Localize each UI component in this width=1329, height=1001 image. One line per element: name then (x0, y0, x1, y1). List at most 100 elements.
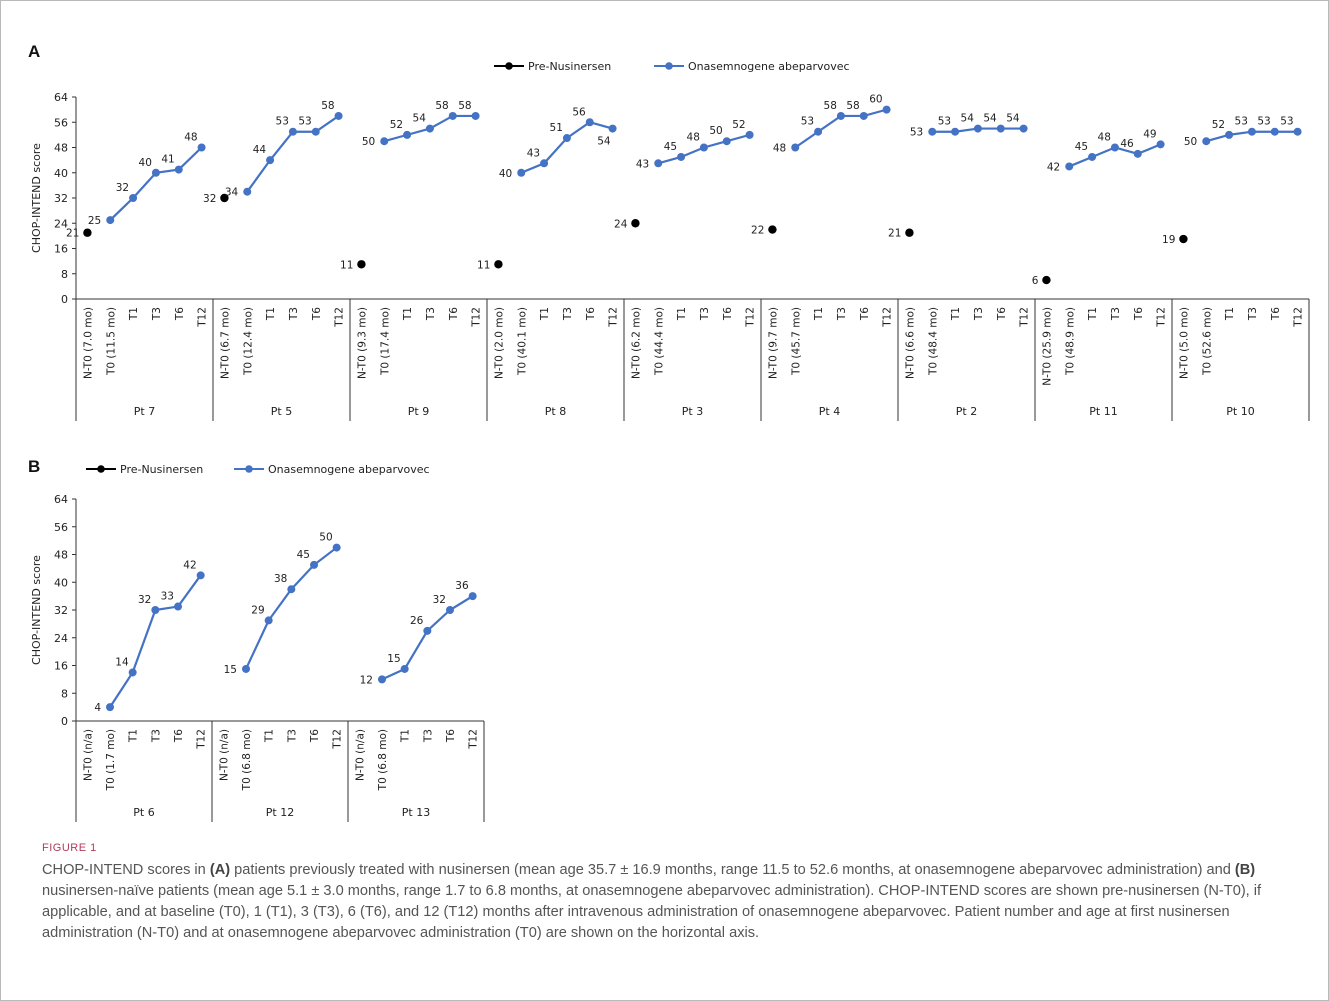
x-tick-label: T6 (448, 307, 460, 321)
y-tick-label: 8 (61, 268, 68, 281)
onasemnogene-point (1225, 130, 1234, 139)
x-tick-label: T12 (1019, 307, 1031, 328)
onasemnogene-point (129, 194, 138, 202)
x-tick-label: T6 (722, 307, 734, 321)
x-tick-label: N-T0 (6.7 mo) (219, 307, 231, 379)
y-tick-label: 8 (61, 687, 68, 700)
onasemnogene-point (332, 543, 341, 552)
onasemnogene-point (745, 130, 754, 139)
y-axis-title: CHOP-INTEND score (30, 555, 43, 665)
onasemnogene-point (517, 168, 526, 177)
figure-label: FIGURE 1 (42, 842, 97, 854)
group-label: Pt 5 (271, 405, 292, 418)
data-label: 52 (1212, 119, 1225, 131)
x-tick-label: T3 (150, 729, 162, 743)
data-label: 50 (319, 532, 332, 544)
onasemnogene-point (654, 159, 663, 168)
data-label: 32 (138, 594, 151, 606)
data-label: 50 (709, 125, 722, 137)
onasemnogene-point (1019, 124, 1028, 133)
onasemnogene-point (1293, 127, 1302, 136)
chart-panel-a: A Pre-Nusinersen Onasemnogene abeparvovec 0… (28, 42, 1310, 421)
y-tick-label: 32 (54, 192, 68, 205)
onasemnogene-point (151, 168, 160, 177)
data-label: 53 (298, 116, 311, 128)
onasemnogene-point (266, 156, 275, 165)
legend-marker-pre (505, 62, 513, 70)
x-tick-label: T6 (173, 729, 185, 743)
x-tick-label: T12 (1156, 307, 1168, 328)
figure-caption: FIGURE 1 CHOP-INTEND scores in (A) patie… (42, 842, 1302, 944)
legend-label-post: Onasemnogene abeparvovec (688, 60, 850, 73)
group-label: Pt 6 (133, 806, 154, 819)
onasemnogene-point (468, 592, 477, 601)
onasemnogene-point (287, 585, 296, 594)
x-tick-label: T6 (996, 307, 1008, 321)
pre-nusinersen-point (357, 260, 366, 269)
y-tick-label: 48 (54, 549, 68, 562)
x-tick-label: T1 (539, 307, 551, 321)
onasemnogene-point (677, 152, 686, 161)
x-tick-label: T0 (6.8 mo) (377, 729, 389, 791)
data-label: 50 (1184, 136, 1197, 148)
x-tick-label: T3 (1110, 307, 1122, 321)
caption-text-segment: nusinersen-naïve patients (mean age 5.1 … (42, 883, 1262, 941)
x-tick-label: T3 (288, 307, 300, 321)
data-label: 54 (983, 113, 997, 125)
x-tick-label: N-T0 (n/a) (218, 729, 230, 781)
x-tick-label: T1 (265, 307, 277, 321)
y-tick-label: 64 (54, 91, 68, 104)
group-label: Pt 4 (819, 405, 840, 418)
y-tick-label: 64 (54, 493, 68, 506)
data-label: 15 (224, 664, 237, 676)
data-label: 48 (184, 132, 197, 144)
data-label: 50 (362, 136, 375, 148)
data-label: 32 (203, 193, 216, 205)
data-label: 19 (1162, 234, 1175, 246)
onasemnogene-point (288, 127, 297, 136)
onasemnogene-point (1202, 137, 1211, 146)
x-tick-label: T12 (468, 729, 480, 750)
data-label: 53 (1280, 116, 1293, 128)
x-tick-label: N-T0 (9.3 mo) (356, 307, 368, 379)
onasemnogene-point (791, 143, 800, 152)
data-label: 48 (1098, 132, 1111, 144)
pre-nusinersen-point (1042, 275, 1051, 285)
legend-marker-post (665, 62, 673, 70)
x-tick-label: T1 (128, 729, 140, 743)
data-label: 49 (1143, 128, 1156, 140)
data-label: 33 (161, 591, 174, 603)
data-label: 60 (869, 94, 882, 106)
x-tick-label: T3 (151, 307, 163, 321)
x-tick-label: T6 (174, 307, 186, 321)
x-tick-label: T6 (309, 729, 321, 743)
data-label: 54 (597, 136, 611, 148)
x-tick-label: N-T0 (6.6 mo) (904, 307, 916, 379)
pre-nusinersen-point (631, 219, 640, 228)
data-label: 26 (410, 615, 424, 627)
caption-panel-ref: (B) (1234, 862, 1256, 878)
data-label: 53 (276, 116, 289, 128)
data-label: 42 (1047, 161, 1060, 173)
onasemnogene-point (151, 606, 160, 614)
onasemnogene-point (540, 159, 549, 168)
data-label: 40 (499, 168, 512, 180)
onasemnogene-point (446, 606, 454, 614)
x-tick-label: T3 (562, 307, 574, 321)
onasemnogene-point (128, 668, 137, 677)
data-label: 48 (687, 132, 700, 144)
x-tick-label: T6 (1270, 307, 1282, 321)
data-label: 53 (801, 116, 814, 128)
data-label: 29 (251, 604, 264, 616)
onasemnogene-series-line (381, 595, 474, 681)
onasemnogene-point (814, 127, 823, 136)
onasemnogene-point (973, 124, 982, 133)
x-tick-label: T0 (45.7 mo) (790, 307, 802, 376)
data-label: 24 (614, 218, 628, 230)
x-tick-label: T12 (608, 307, 620, 328)
data-label: 41 (161, 154, 174, 166)
x-tick-label: N-T0 (n/a) (82, 729, 94, 781)
x-tick-label: T12 (332, 729, 344, 750)
onasemnogene-point (1110, 143, 1119, 152)
x-tick-label: T0 (11.5 mo) (105, 307, 117, 376)
